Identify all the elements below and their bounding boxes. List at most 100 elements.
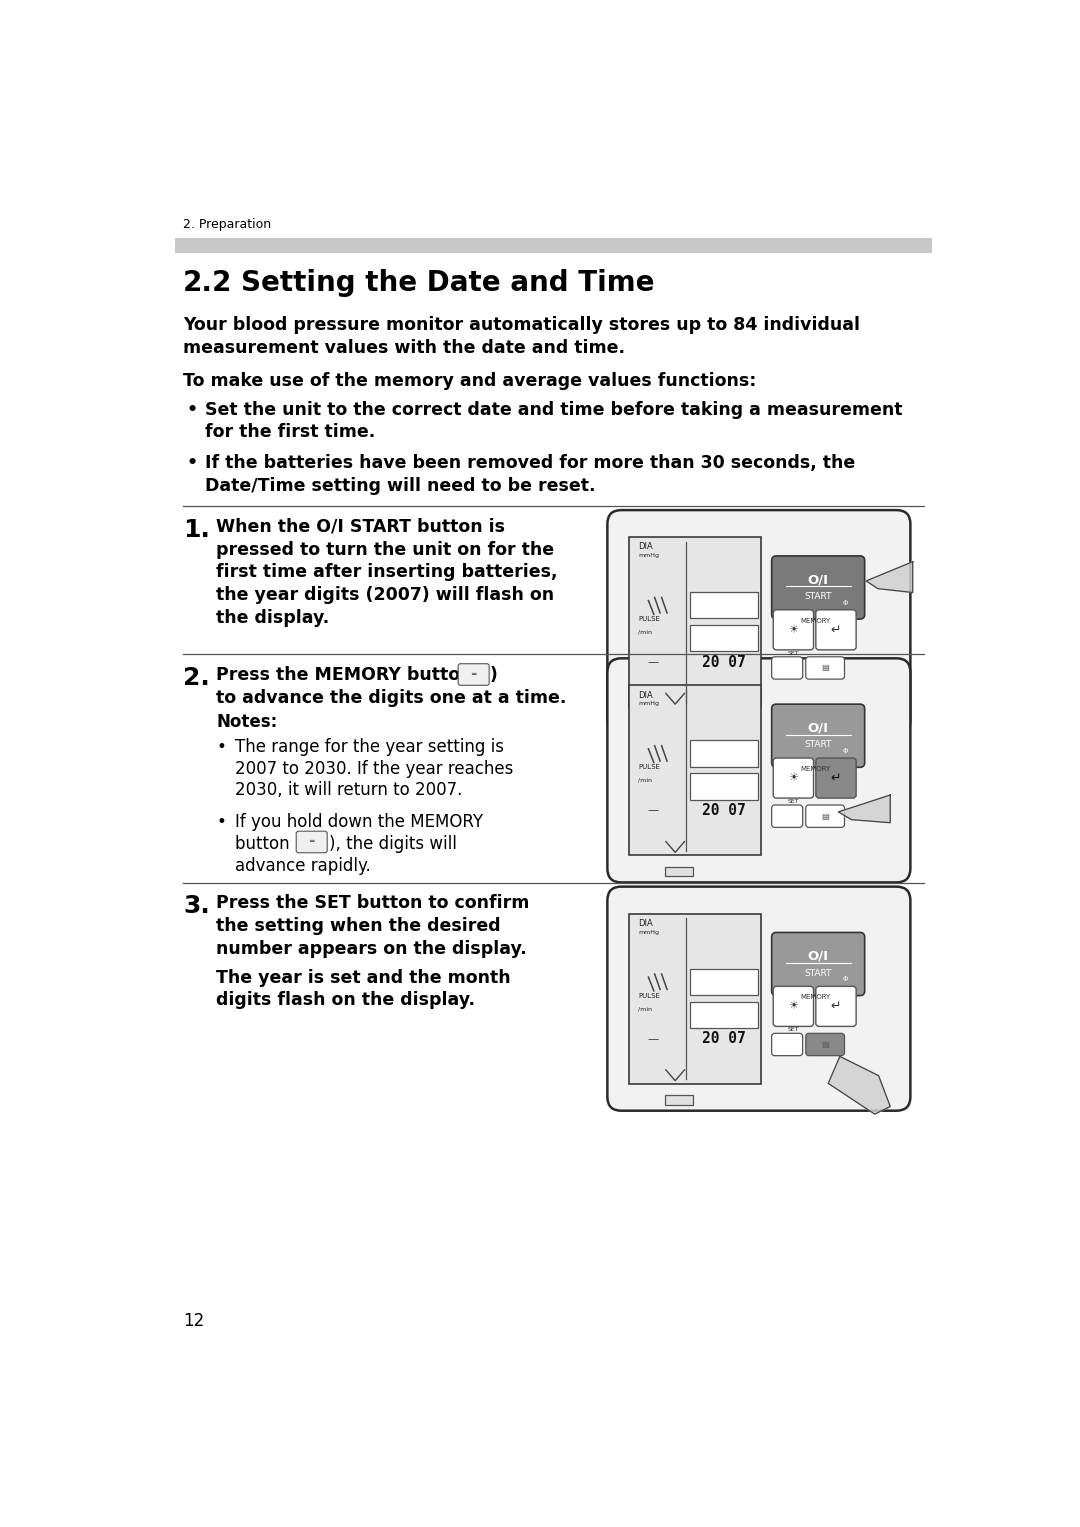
Text: Setting the Date and Time: Setting the Date and Time (241, 269, 654, 296)
Text: Date/Time setting will need to be reset.: Date/Time setting will need to be reset. (205, 476, 595, 495)
Text: the display.: the display. (216, 609, 329, 626)
Text: Notes:: Notes: (216, 713, 278, 731)
Text: START: START (805, 592, 832, 602)
Text: SET: SET (787, 799, 799, 803)
Text: —: — (648, 1034, 659, 1044)
Text: O/I: O/I (808, 950, 828, 964)
Polygon shape (828, 1057, 890, 1115)
Text: ↵: ↵ (831, 1000, 841, 1012)
Text: To make use of the memory and average values functions:: To make use of the memory and average va… (183, 371, 756, 389)
Text: to advance the digits one at a time.: to advance the digits one at a time. (216, 689, 567, 707)
Bar (690, 592, 758, 618)
Bar (690, 1002, 758, 1028)
FancyBboxPatch shape (607, 887, 910, 1110)
FancyBboxPatch shape (806, 1034, 845, 1055)
FancyBboxPatch shape (773, 986, 813, 1026)
Text: ): ) (490, 666, 498, 684)
Bar (175, 238, 932, 252)
Text: digits flash on the display.: digits flash on the display. (216, 991, 475, 1009)
Text: •: • (186, 400, 198, 418)
FancyBboxPatch shape (772, 657, 802, 680)
Text: 2030, it will return to 2007.: 2030, it will return to 2007. (235, 782, 462, 799)
Text: Your blood pressure monitor automatically stores up to 84 individual: Your blood pressure monitor automaticall… (183, 316, 860, 334)
Polygon shape (866, 562, 913, 592)
Text: O/I: O/I (808, 722, 828, 734)
Text: PULSE: PULSE (638, 615, 660, 621)
Text: •: • (186, 454, 198, 472)
FancyBboxPatch shape (458, 664, 489, 686)
Text: mmHg: mmHg (638, 553, 660, 559)
Text: If you hold down the MEMORY: If you hold down the MEMORY (235, 814, 483, 832)
Text: PULSE: PULSE (638, 765, 660, 770)
Bar (665, 867, 693, 876)
Text: Φ: Φ (842, 976, 848, 982)
Text: DIA: DIA (638, 542, 653, 551)
Bar (629, 538, 760, 707)
Text: MEMORY: MEMORY (800, 994, 831, 1000)
Text: ↵: ↵ (831, 623, 841, 637)
Text: START: START (805, 968, 832, 977)
Text: 20 07: 20 07 (702, 803, 746, 818)
Text: 20 07: 20 07 (702, 1031, 746, 1046)
Text: number appears on the display.: number appears on the display. (216, 939, 527, 957)
Text: ▤: ▤ (821, 812, 829, 820)
Bar (629, 913, 760, 1084)
Text: ☀: ☀ (788, 625, 798, 635)
FancyBboxPatch shape (806, 657, 845, 680)
Text: ☀: ☀ (788, 773, 798, 783)
FancyBboxPatch shape (772, 1034, 802, 1055)
Text: When the O/I START button is: When the O/I START button is (216, 518, 505, 536)
Text: Φ: Φ (842, 600, 848, 606)
Text: SET: SET (787, 651, 799, 655)
Text: DIA: DIA (638, 919, 653, 928)
Text: mmHg: mmHg (638, 701, 660, 707)
Polygon shape (838, 796, 890, 823)
Text: DIA: DIA (638, 690, 653, 699)
Text: If the batteries have been removed for more than 30 seconds, the: If the batteries have been removed for m… (205, 454, 855, 472)
FancyBboxPatch shape (815, 986, 856, 1026)
FancyBboxPatch shape (772, 556, 865, 618)
Text: PULSE: PULSE (638, 993, 660, 999)
FancyBboxPatch shape (772, 704, 865, 767)
Bar (690, 741, 758, 767)
FancyBboxPatch shape (815, 757, 856, 799)
Text: 1.: 1. (183, 518, 210, 542)
Text: 3.: 3. (183, 895, 210, 918)
Bar (690, 774, 758, 800)
Text: the year digits (2007) will flash on: the year digits (2007) will flash on (216, 586, 554, 605)
Text: ↵: ↵ (831, 771, 841, 785)
FancyBboxPatch shape (815, 609, 856, 651)
Text: ═: ═ (309, 837, 314, 846)
Text: 20 07: 20 07 (702, 655, 746, 670)
Text: •: • (216, 814, 226, 832)
FancyBboxPatch shape (607, 658, 910, 883)
Text: Press the SET button to confirm: Press the SET button to confirm (216, 895, 530, 912)
Text: first time after inserting batteries,: first time after inserting batteries, (216, 563, 558, 582)
Text: /min: /min (638, 1006, 652, 1011)
Text: •: • (216, 738, 226, 756)
Text: the setting when the desired: the setting when the desired (216, 918, 501, 935)
FancyBboxPatch shape (296, 831, 327, 852)
Bar (665, 1095, 693, 1104)
Text: —: — (648, 657, 659, 667)
Bar (690, 625, 758, 652)
Text: 2. Preparation: 2. Preparation (183, 218, 271, 231)
Text: button (: button ( (235, 835, 301, 854)
Text: /min: /min (638, 629, 652, 635)
Text: —: — (648, 805, 659, 815)
Text: for the first time.: for the first time. (205, 423, 375, 441)
Text: 2.: 2. (183, 666, 210, 690)
Text: ▤: ▤ (821, 663, 829, 672)
FancyBboxPatch shape (806, 805, 845, 828)
Text: ), the digits will: ), the digits will (328, 835, 457, 854)
FancyBboxPatch shape (773, 609, 813, 651)
Bar (629, 686, 760, 855)
Text: 12: 12 (183, 1312, 204, 1330)
FancyBboxPatch shape (772, 933, 865, 996)
FancyBboxPatch shape (607, 510, 910, 734)
Text: Set the unit to the correct date and time before taking a measurement: Set the unit to the correct date and tim… (205, 400, 902, 418)
FancyBboxPatch shape (772, 805, 802, 828)
Text: ═: ═ (471, 670, 476, 680)
Text: Φ: Φ (842, 748, 848, 754)
Text: /min: /min (638, 777, 652, 783)
